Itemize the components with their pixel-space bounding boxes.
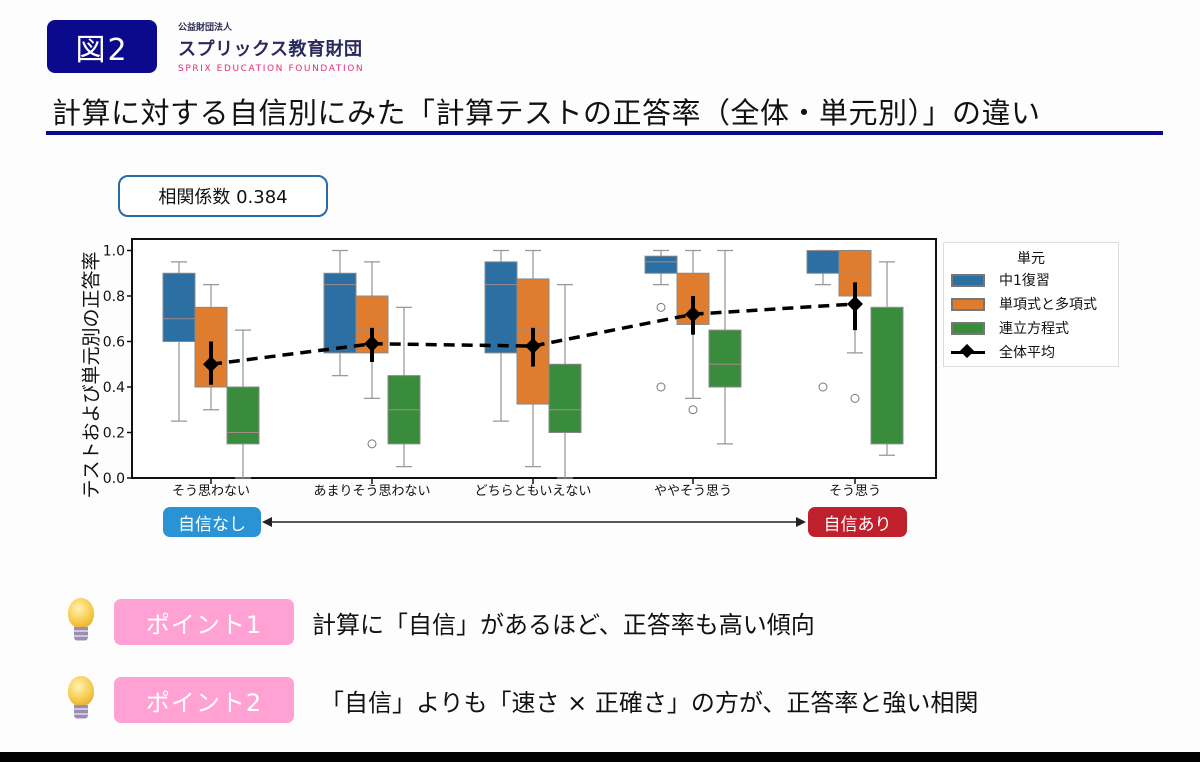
svg-text:1.0: 1.0: [103, 244, 125, 260]
page-title: 計算に対する自信別にみた「計算テストの正答率（全体・単元別）」の違い: [52, 96, 1041, 130]
org-name: スプリックス教育財団: [178, 39, 363, 60]
figure-number-badge: 図2: [47, 20, 157, 73]
org-english-name: SPRIX EDUCATION FOUNDATION: [178, 64, 365, 74]
confident-label: 自信あり: [808, 507, 907, 537]
organization-logo: 公益財団法人 スプリックス教育財団 SPRIX EDUCATION FOUNDA…: [178, 20, 364, 74]
point-1-badge: ポイント1: [114, 599, 294, 645]
bottom-bar: [0, 752, 1200, 762]
x-tick-label: あまりそう思わない: [313, 484, 431, 499]
correlation-box: 相関係数 0.384: [118, 175, 328, 217]
chart-legend: 単元 中1復習 単項式と多項式 連立方程式 全体平均: [943, 242, 1119, 367]
point-2-text: 「自信」よりも「速さ × 正確さ」の方が、正答率と強い相関: [320, 688, 979, 717]
legend-item-review: 中1復習: [944, 268, 1118, 292]
legend-item-polynomial: 単項式と多項式: [944, 292, 1118, 316]
x-tick-label: ややそう思う: [653, 484, 733, 499]
legend-item-overall-mean: 全体平均: [944, 340, 1118, 364]
lightbulb-icon: [66, 676, 96, 724]
svg-text:0.6: 0.6: [103, 335, 125, 351]
title-underline: [46, 131, 1163, 135]
legend-title: 単元: [1017, 251, 1045, 267]
svg-text:0.0: 0.0: [103, 471, 125, 487]
legend-swatch-orange: [951, 297, 985, 311]
no-confidence-label: 自信なし: [163, 507, 261, 537]
lightbulb-icon: [66, 598, 96, 646]
x-tick-label: そう思わない: [171, 484, 251, 499]
point-1-text: 計算に「自信」があるほど、正答率も高い傾向: [312, 610, 815, 639]
legend-swatch-green: [951, 321, 985, 335]
diamond-line-icon: [951, 345, 985, 359]
org-subtitle: 公益財団法人: [178, 23, 233, 33]
point-2-row: ポイント2 「自信」よりも「速さ × 正確さ」の方が、正答率と強い相関: [66, 675, 978, 725]
legend-swatch-blue: [951, 273, 985, 287]
x-tick-label: どちらともいえない: [474, 484, 592, 499]
point-2-badge: ポイント2: [114, 677, 294, 723]
svg-text:0.4: 0.4: [103, 380, 125, 396]
point-1-row: ポイント1 計算に「自信」があるほど、正答率も高い傾向: [66, 597, 815, 647]
svg-text:0.8: 0.8: [103, 289, 125, 305]
legend-item-simultaneous: 連立方程式: [944, 316, 1118, 340]
x-tick-label: そう思う: [828, 484, 882, 499]
svg-text:0.2: 0.2: [103, 426, 125, 442]
